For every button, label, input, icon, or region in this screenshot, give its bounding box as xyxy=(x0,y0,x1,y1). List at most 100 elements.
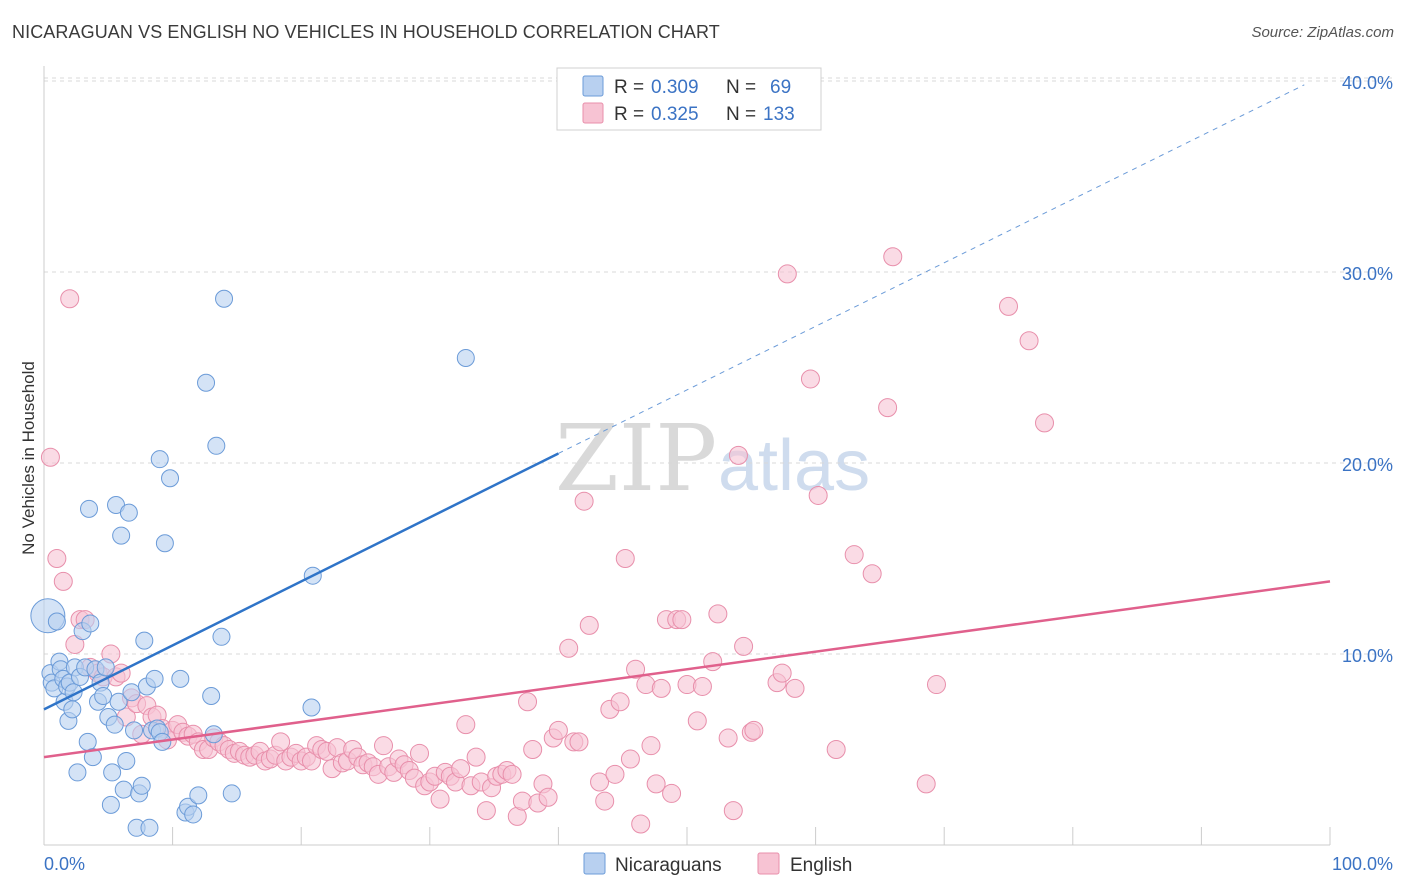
english-point xyxy=(728,445,748,465)
gridlines xyxy=(44,77,1392,655)
y-tick-label: 20.0% xyxy=(1342,455,1393,475)
nicaraguans-point xyxy=(184,805,203,824)
nicaraguans-point xyxy=(101,795,120,814)
legend-n-label: N = xyxy=(726,104,756,125)
nicaraguans-point xyxy=(456,348,475,367)
english-point xyxy=(916,774,936,794)
nicaraguans-point xyxy=(212,627,231,646)
nicaraguans-point xyxy=(112,526,131,545)
english-point xyxy=(610,692,630,712)
y-tick-label: 30.0% xyxy=(1342,264,1393,284)
english-point xyxy=(641,736,661,756)
x-tick-label: 0.0% xyxy=(44,854,85,874)
english-point xyxy=(502,764,522,784)
nicaraguans-point xyxy=(63,700,82,719)
english-point xyxy=(718,728,738,748)
english-point xyxy=(410,743,430,763)
nicaraguans-point xyxy=(145,669,164,688)
y-tick-labels: 10.0% 20.0% 30.0% 40.0% xyxy=(1342,73,1393,666)
nicaraguans-point xyxy=(161,469,180,488)
english-point xyxy=(605,764,625,784)
english-point xyxy=(808,485,828,505)
nicaraguans-point xyxy=(80,499,99,518)
nicaraguans-point xyxy=(81,614,100,633)
nicaraguans-point xyxy=(215,289,234,308)
nicaraguans-point xyxy=(109,692,128,711)
english-point xyxy=(466,747,486,767)
english-point xyxy=(620,749,640,769)
english-point xyxy=(548,720,568,740)
bottom-legend-label-nicaraguans: Nicaraguans xyxy=(615,855,722,876)
nicaraguans-trend-line xyxy=(43,452,559,711)
english-point xyxy=(430,789,450,809)
legend-n-value: 133 xyxy=(763,104,795,125)
english-point xyxy=(559,638,579,658)
english-point xyxy=(772,663,792,683)
english-point xyxy=(574,491,594,511)
legend-r-value: 0.309 xyxy=(651,77,699,98)
nicaraguans-point xyxy=(103,763,122,782)
english-point xyxy=(862,564,882,584)
legend-r-label: R = xyxy=(614,77,644,98)
source-label: Source: ZipAtlas.com xyxy=(1251,24,1394,41)
english-point xyxy=(777,264,797,284)
english-point xyxy=(40,447,60,467)
nicaraguans-point xyxy=(96,658,115,677)
nicaraguans-point xyxy=(135,631,154,650)
nicaraguans-point xyxy=(78,732,97,751)
nicaraguans-point xyxy=(202,687,221,706)
nicaraguans-point xyxy=(207,436,226,455)
nicaraguans-point xyxy=(132,776,151,795)
english-point xyxy=(800,369,820,389)
english-point xyxy=(1035,413,1055,433)
english-point xyxy=(626,659,646,679)
english-point xyxy=(615,549,635,568)
english-point xyxy=(785,678,805,698)
x-tick-labels: 0.0% 100.0% xyxy=(44,854,1393,874)
nicaraguans-point xyxy=(105,715,124,734)
legend-r-label: R = xyxy=(614,104,644,125)
english-point xyxy=(844,545,864,565)
english-trend-line xyxy=(43,580,1331,759)
x-tick-label: 100.0% xyxy=(1332,854,1393,874)
bottom-legend: Nicaraguans English xyxy=(583,852,852,876)
english-point xyxy=(703,652,723,672)
english-point xyxy=(708,604,728,624)
english-point xyxy=(692,676,712,696)
english-point xyxy=(590,772,610,792)
nicaraguans-point xyxy=(117,751,136,770)
english-point xyxy=(723,801,743,821)
english-point xyxy=(734,636,754,656)
y-tick-label: 40.0% xyxy=(1342,73,1393,93)
english-point xyxy=(271,732,291,752)
english-point xyxy=(518,692,538,712)
english-point xyxy=(926,675,946,695)
legend-n-value: 69 xyxy=(770,77,791,98)
english-point xyxy=(523,740,543,759)
english-point xyxy=(744,720,764,740)
english-point xyxy=(60,289,80,309)
nicaraguans-point xyxy=(140,818,159,837)
nicaraguans-point xyxy=(125,721,144,740)
english-point xyxy=(1019,331,1039,351)
bottom-legend-swatch-english xyxy=(757,852,780,875)
nicaraguans-point xyxy=(222,784,241,803)
english-point xyxy=(883,247,903,267)
legend-r-value: 0.325 xyxy=(651,104,699,125)
english-point xyxy=(826,740,846,759)
english-point xyxy=(538,787,558,807)
english-point xyxy=(687,711,707,731)
bottom-legend-swatch-nicaraguans xyxy=(583,852,606,875)
stats-legend: R = 0.309 N = 69 R = 0.325 N = 133 xyxy=(556,67,822,131)
english-point xyxy=(476,801,496,821)
legend-swatch-english xyxy=(582,102,604,124)
watermark-atlas: atlas xyxy=(718,426,870,506)
nicaraguans-point xyxy=(47,612,66,631)
english-point xyxy=(569,732,589,752)
english-series xyxy=(40,247,1055,834)
english-point xyxy=(47,549,67,568)
bottom-legend-label-english: English xyxy=(790,855,852,876)
nicaraguans-series xyxy=(30,289,475,837)
nicaraguans-point xyxy=(302,698,321,717)
